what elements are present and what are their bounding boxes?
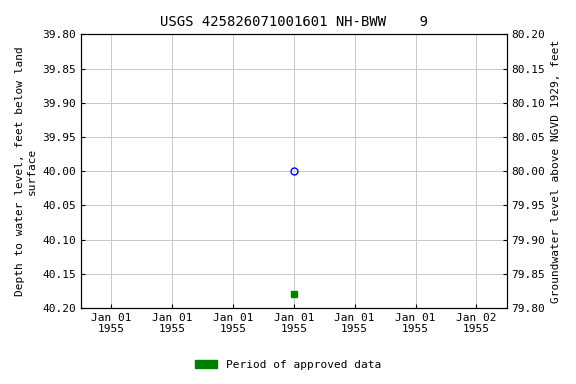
Title: USGS 425826071001601 NH-BWW    9: USGS 425826071001601 NH-BWW 9	[160, 15, 428, 29]
Y-axis label: Depth to water level, feet below land
surface: Depth to water level, feet below land su…	[15, 46, 37, 296]
Legend: Period of approved data: Period of approved data	[191, 356, 385, 375]
Y-axis label: Groundwater level above NGVD 1929, feet: Groundwater level above NGVD 1929, feet	[551, 40, 561, 303]
